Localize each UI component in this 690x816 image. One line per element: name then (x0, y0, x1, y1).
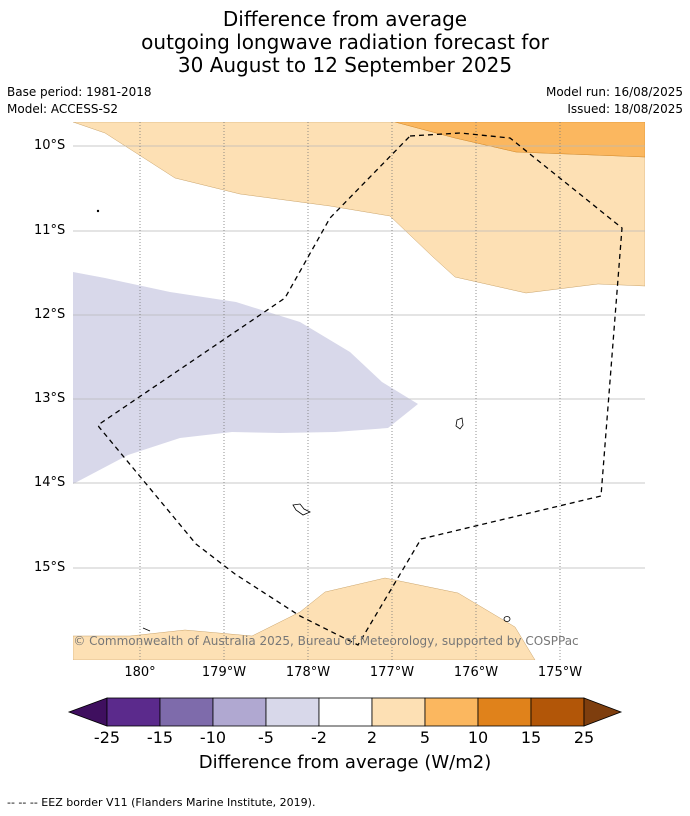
colorbar-label: -2 (311, 728, 327, 747)
lat-label-12s: 12°S (34, 307, 66, 322)
lon-label-178w: 178°W (285, 665, 331, 680)
base-period: Base period: 1981-2018 (7, 85, 152, 99)
colorbar-bin (265, 697, 320, 727)
colorbar-title: Difference from average (W/m2) (198, 752, 492, 773)
colorbar-bin (106, 697, 161, 727)
title-line-3: 30 August to 12 September 2025 (177, 53, 513, 77)
latitude-gridlines (73, 145, 645, 569)
colorbar (67, 697, 623, 727)
lon-label-177w: 177°W (369, 665, 415, 680)
copyright-notice: © Commonwealth of Australia 2025, Bureau… (73, 634, 578, 648)
model-name: Model: ACCESS-S2 (7, 102, 119, 116)
colorbar-label: -10 (199, 728, 227, 747)
colorbar-bin (159, 697, 214, 727)
colorbar-bin (477, 697, 532, 727)
lon-label-180: 180° (124, 665, 156, 680)
colorbar-bin (424, 697, 479, 727)
lon-label-175w: 175°W (537, 665, 583, 680)
lat-label-10s: 10°S (34, 138, 66, 153)
lat-label-15s: 15°S (34, 560, 66, 575)
colorbar-label: -5 (258, 728, 274, 747)
lat-label-11s: 11°S (34, 223, 66, 238)
eez-border (97, 132, 623, 646)
colorbar-label: 2 (366, 728, 378, 747)
lat-label-13s: 13°S (34, 391, 66, 406)
eez-legend-note: -- -- -- EEZ border V11 (Flanders Marine… (7, 796, 316, 809)
colorbar-bin (371, 697, 426, 727)
anomaly-region-positive-south (73, 577, 536, 660)
colorbar-bin (212, 697, 267, 727)
meta-right: Model run: 16/08/2025 Issued: 18/08/2025 (546, 84, 683, 118)
colorbar-label: -15 (146, 728, 174, 747)
colorbar-label: 15 (520, 728, 542, 747)
title-line-2: outgoing longwave radiation forecast for (141, 30, 549, 54)
lat-label-14s: 14°S (34, 475, 66, 490)
map-title: Difference from average outgoing longwav… (0, 8, 690, 77)
lon-label-176w: 176°W (453, 665, 499, 680)
title-line-1: Difference from average (222, 7, 468, 31)
colorbar-label: 5 (419, 728, 431, 747)
anomaly-region-positive-strong (394, 122, 645, 158)
colorbar-extend-low (67, 697, 108, 727)
colorbar-extend-high (583, 697, 623, 727)
islands (96, 209, 511, 632)
colorbar-label: -25 (93, 728, 121, 747)
map-plot-area (73, 122, 645, 660)
anomaly-region-negative (73, 272, 418, 484)
colorbar-label: 10 (467, 728, 489, 747)
colorbar-bin (318, 697, 373, 727)
issued-date: Issued: 18/08/2025 (567, 102, 683, 116)
colorbar-bin (530, 697, 585, 727)
meta-left: Base period: 1981-2018 Model: ACCESS-S2 (7, 84, 152, 118)
colorbar-label: 25 (573, 728, 595, 747)
model-run: Model run: 16/08/2025 (545, 85, 683, 99)
lon-label-179w: 179°W (201, 665, 247, 680)
